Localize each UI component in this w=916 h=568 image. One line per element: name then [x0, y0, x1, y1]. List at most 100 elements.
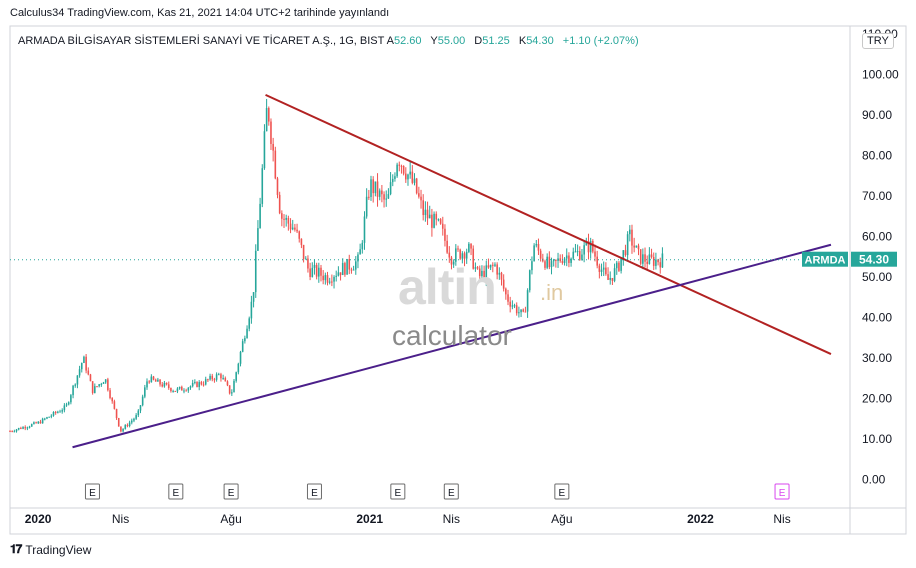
candle-body: [537, 243, 540, 251]
footer-brand-text: TradingView: [25, 542, 92, 557]
close-value: 54.30: [526, 35, 554, 47]
candle-body: [204, 379, 207, 385]
earnings-marker-label: E: [311, 488, 318, 499]
candle-body: [311, 267, 314, 277]
candle-body: [139, 405, 142, 411]
candle-body: [405, 173, 407, 180]
candle-body: [152, 376, 155, 380]
candle-body: [389, 182, 392, 195]
price-axis[interactable]: 0.00 10.00 20.00 30.00 40.00 50.00 60.00 70.00 8…: [862, 27, 899, 487]
candle-body: [400, 165, 403, 167]
earnings-marker: [443, 483, 459, 500]
y-tick-label: 40.00: [862, 311, 892, 325]
candle-body: [339, 272, 342, 276]
candle-body: [228, 385, 231, 394]
candle-body: [659, 262, 662, 268]
candle-body: [120, 426, 122, 432]
candle-body: [618, 262, 620, 271]
candle-body: [250, 301, 253, 319]
candle-body: [117, 418, 120, 427]
candle-body: [576, 251, 579, 253]
candle-body: [335, 275, 338, 277]
high-label: Y: [430, 35, 438, 47]
candle-body: [70, 395, 72, 403]
candle-body: [483, 270, 485, 279]
symbol-name: ARMADA BİLGİSAYAR SİSTEMLERİ SANAYİ VE T…: [18, 35, 385, 47]
candle-body: [624, 250, 627, 256]
candle-body: [187, 387, 190, 391]
candle-body: [398, 164, 401, 166]
candle-body: [422, 200, 425, 216]
candle-body: [413, 178, 416, 183]
candle-body: [291, 227, 294, 230]
candle-body: [124, 425, 127, 429]
candle-body: [655, 259, 657, 266]
candle-body: [137, 410, 140, 416]
candle-body: [30, 424, 33, 427]
candle-body: [415, 178, 418, 194]
last-price-tag: ARMDA 54.30: [802, 251, 897, 267]
candle-body: [509, 301, 511, 307]
candle-body: [100, 383, 103, 385]
candle-body: [498, 272, 501, 275]
candle-body: [307, 258, 309, 269]
candle-body: [578, 251, 581, 260]
candle-body: [320, 267, 322, 276]
candle-body: [189, 386, 192, 388]
earnings-marker-label: E: [89, 488, 96, 499]
y-tick-label: 90.00: [862, 108, 892, 122]
earnings-marker: [390, 483, 406, 500]
candle-body: [435, 213, 438, 220]
candle-body: [552, 259, 555, 262]
candle-body: [235, 372, 237, 381]
candle-body: [294, 227, 296, 230]
candle-body: [326, 275, 329, 283]
candle-body: [15, 429, 18, 432]
candle-body: [72, 385, 74, 396]
candle-body: [524, 311, 527, 313]
candle-body: [148, 381, 150, 383]
candle-body: [298, 231, 301, 239]
candle-body: [150, 376, 153, 383]
candle-body: [104, 379, 107, 383]
candle-body: [154, 379, 157, 382]
candle-body: [470, 243, 472, 249]
candle-body: [109, 390, 111, 399]
candle-body: [224, 377, 227, 382]
candle-body: [209, 375, 211, 380]
currency-button[interactable]: TRY: [862, 33, 894, 49]
candle-body: [596, 256, 598, 266]
candle-body: [563, 258, 566, 263]
publish-line: Calculus34 TradingView.com, Kas 21, 2021…: [10, 7, 390, 19]
y-tick-label: 60.00: [862, 230, 892, 244]
candle-body: [9, 431, 11, 433]
candle-body: [48, 416, 50, 418]
candle-body: [11, 431, 13, 433]
x-tick-label: 2020: [25, 512, 52, 526]
candle-body: [213, 379, 216, 381]
time-axis[interactable]: 2020 Nis Ağu 2021 Nis Ağu 2022 Nis: [25, 512, 791, 526]
candle-body: [407, 174, 409, 180]
candle-body: [361, 242, 364, 250]
candle-body: [78, 369, 81, 376]
candle-body: [157, 379, 159, 382]
x-tick-label: Ağu: [551, 512, 572, 526]
candle-body: [507, 294, 509, 302]
candle-body: [631, 229, 633, 246]
candle-body: [592, 240, 594, 252]
candle-body: [646, 261, 649, 264]
y-tick-label: 10.00: [862, 432, 892, 446]
candle-body: [409, 171, 411, 175]
candle-body: [237, 363, 240, 373]
candle-body: [46, 417, 48, 419]
y-tick-label: 0.00: [862, 473, 886, 487]
candle-body: [83, 356, 85, 363]
candle-body: [61, 410, 63, 412]
candle-body: [122, 428, 124, 432]
candle-body: [585, 241, 588, 246]
candle-body: [544, 261, 546, 268]
footer-branding[interactable]: 𝟏𝟕 TradingView: [10, 542, 91, 557]
candle-body: [217, 374, 220, 376]
candle-body: [176, 388, 179, 392]
